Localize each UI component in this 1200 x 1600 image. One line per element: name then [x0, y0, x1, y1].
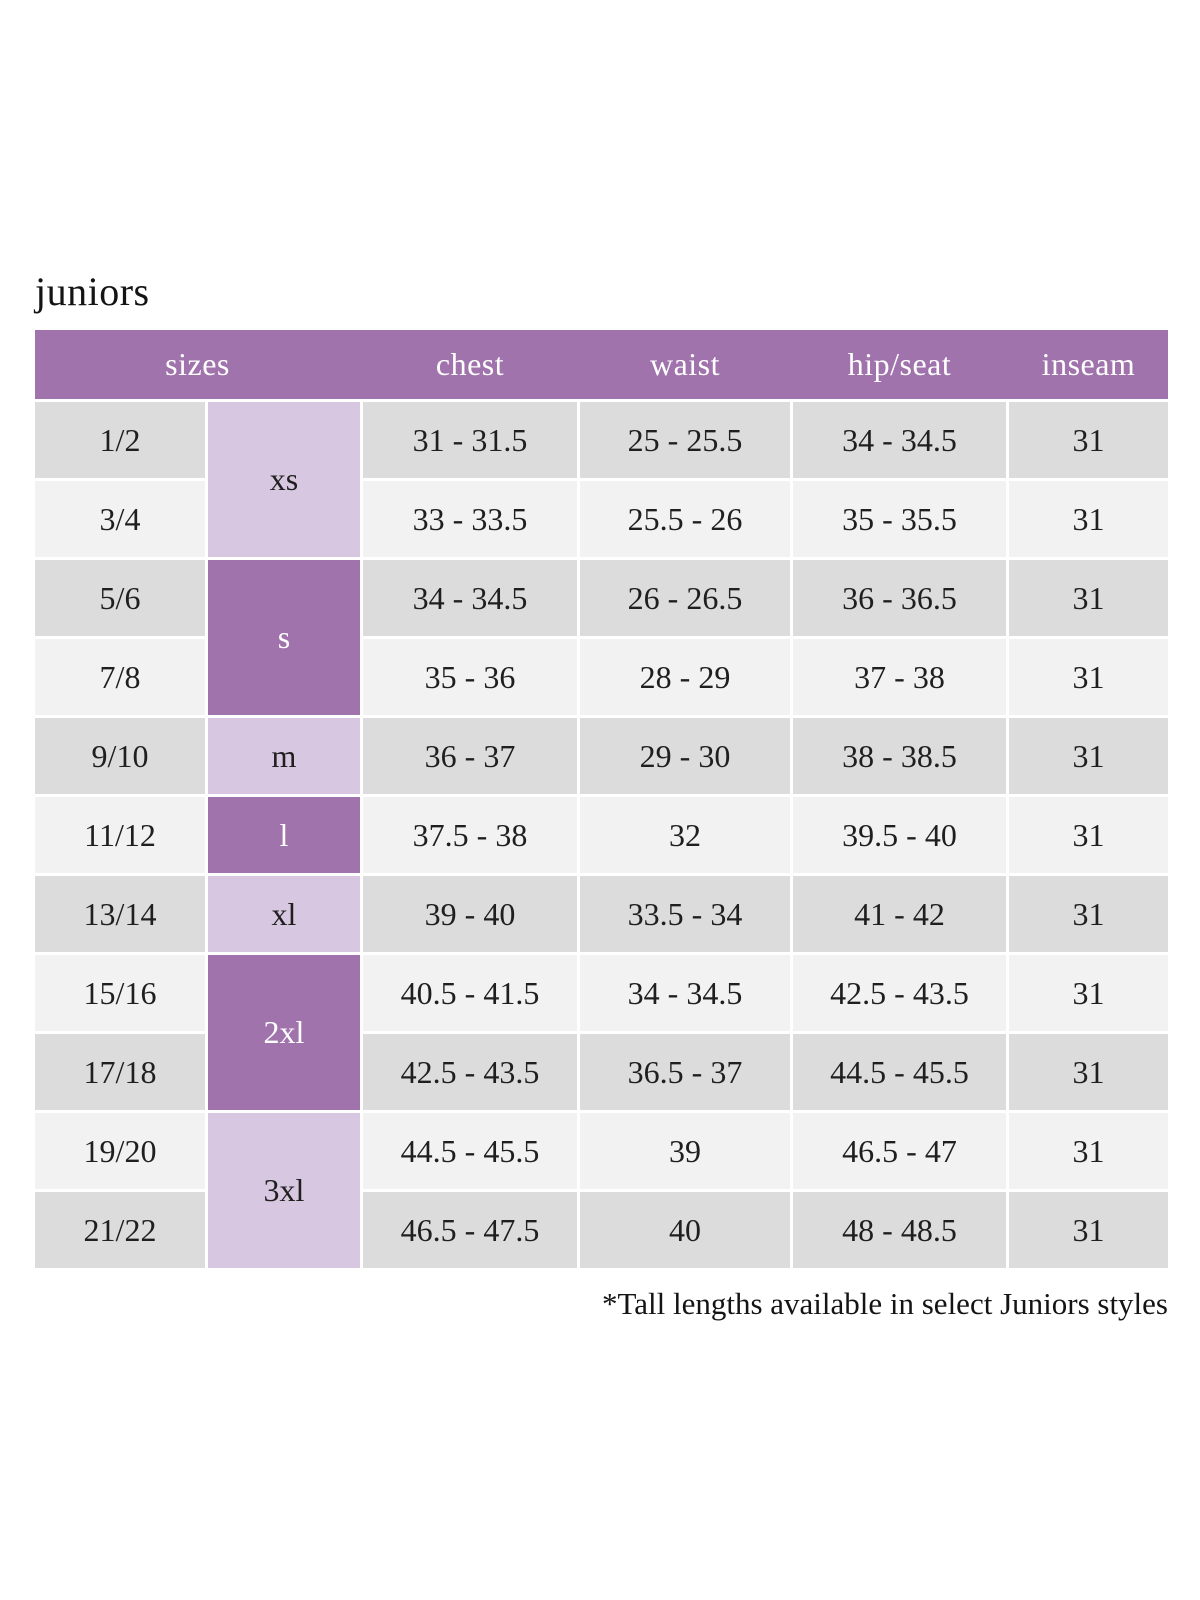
inseam-cell: 31 [1009, 1192, 1168, 1268]
page-title: juniors [35, 269, 150, 314]
size-cell: 1/2 [35, 402, 205, 478]
size-cell: 15/16 [35, 955, 205, 1031]
hip-seat-cell: 36 - 36.5 [793, 560, 1006, 636]
hip-seat-cell: 46.5 - 47 [793, 1113, 1006, 1189]
inseam-cell: 31 [1009, 402, 1168, 478]
hip-seat-cell: 48 - 48.5 [793, 1192, 1006, 1268]
inseam-cell: 31 [1009, 639, 1168, 715]
inseam-cell: 31 [1009, 481, 1168, 557]
waist-cell: 29 - 30 [580, 718, 790, 794]
hip-seat-cell: 44.5 - 45.5 [793, 1034, 1006, 1110]
hip-seat-cell: 39.5 - 40 [793, 797, 1006, 873]
hip-seat-cell: 37 - 38 [793, 639, 1006, 715]
waist-cell: 32 [580, 797, 790, 873]
chest-cell: 31 - 31.5 [363, 402, 577, 478]
hip-seat-cell: 34 - 34.5 [793, 402, 1006, 478]
hip-seat-cell: 42.5 - 43.5 [793, 955, 1006, 1031]
inseam-cell: 31 [1009, 1113, 1168, 1189]
size-group-cell-l: l [208, 797, 360, 873]
size-group-cell-s: s [208, 560, 360, 715]
inseam-cell: 31 [1009, 718, 1168, 794]
size-cell: 7/8 [35, 639, 205, 715]
column-header-sizes: sizes [165, 346, 230, 382]
chest-cell: 46.5 - 47.5 [363, 1192, 577, 1268]
chest-cell: 36 - 37 [363, 718, 577, 794]
chest-cell: 37.5 - 38 [363, 797, 577, 873]
size-group-cell-2xl: 2xl [208, 955, 360, 1110]
chest-cell: 39 - 40 [363, 876, 577, 952]
hip-seat-cell: 38 - 38.5 [793, 718, 1006, 794]
waist-cell: 33.5 - 34 [580, 876, 790, 952]
waist-cell: 40 [580, 1192, 790, 1268]
chest-cell: 35 - 36 [363, 639, 577, 715]
column-header-chest: chest [435, 346, 505, 382]
size-group-cell-3xl: 3xl [208, 1113, 360, 1268]
size-cell: 9/10 [35, 718, 205, 794]
size-cell: 3/4 [35, 481, 205, 557]
size-group-cell-xs: xs [208, 402, 360, 557]
chest-cell: 40.5 - 41.5 [363, 955, 577, 1031]
inseam-cell: 31 [1009, 797, 1168, 873]
inseam-cell: 31 [1009, 1034, 1168, 1110]
size-group-cell-m: m [208, 718, 360, 794]
size-cell: 13/14 [35, 876, 205, 952]
size-table-body: 1/2 xs 31 - 31.5 25 - 25.5 34 - 34.5 31 … [35, 402, 1168, 1268]
size-cell: 17/18 [35, 1034, 205, 1110]
table-header-row: sizes chest waist hip/seat inseam [35, 330, 1168, 399]
column-header-waist: waist [649, 346, 721, 382]
size-group-cell-xl: xl [208, 876, 360, 952]
column-header-hip-seat: hip/seat [847, 346, 952, 382]
waist-cell: 39 [580, 1113, 790, 1189]
hip-seat-cell: 41 - 42 [793, 876, 1006, 952]
column-header-inseam: inseam [1041, 346, 1136, 382]
chest-cell: 33 - 33.5 [363, 481, 577, 557]
waist-cell: 26 - 26.5 [580, 560, 790, 636]
waist-cell: 28 - 29 [580, 639, 790, 715]
waist-cell: 36.5 - 37 [580, 1034, 790, 1110]
size-chart: juniors sizes chest waist hip/seat insea… [35, 272, 1168, 1322]
hip-seat-cell: 35 - 35.5 [793, 481, 1006, 557]
size-cell: 19/20 [35, 1113, 205, 1189]
chest-cell: 42.5 - 43.5 [363, 1034, 577, 1110]
size-cell: 5/6 [35, 560, 205, 636]
inseam-cell: 31 [1009, 955, 1168, 1031]
inseam-cell: 31 [1009, 876, 1168, 952]
footnote: *Tall lengths available in select Junior… [601, 1286, 1168, 1321]
chest-cell: 44.5 - 45.5 [363, 1113, 577, 1189]
size-cell: 21/22 [35, 1192, 205, 1268]
chest-cell: 34 - 34.5 [363, 560, 577, 636]
waist-cell: 34 - 34.5 [580, 955, 790, 1031]
waist-cell: 25 - 25.5 [580, 402, 790, 478]
size-cell: 11/12 [35, 797, 205, 873]
inseam-cell: 31 [1009, 560, 1168, 636]
waist-cell: 25.5 - 26 [580, 481, 790, 557]
